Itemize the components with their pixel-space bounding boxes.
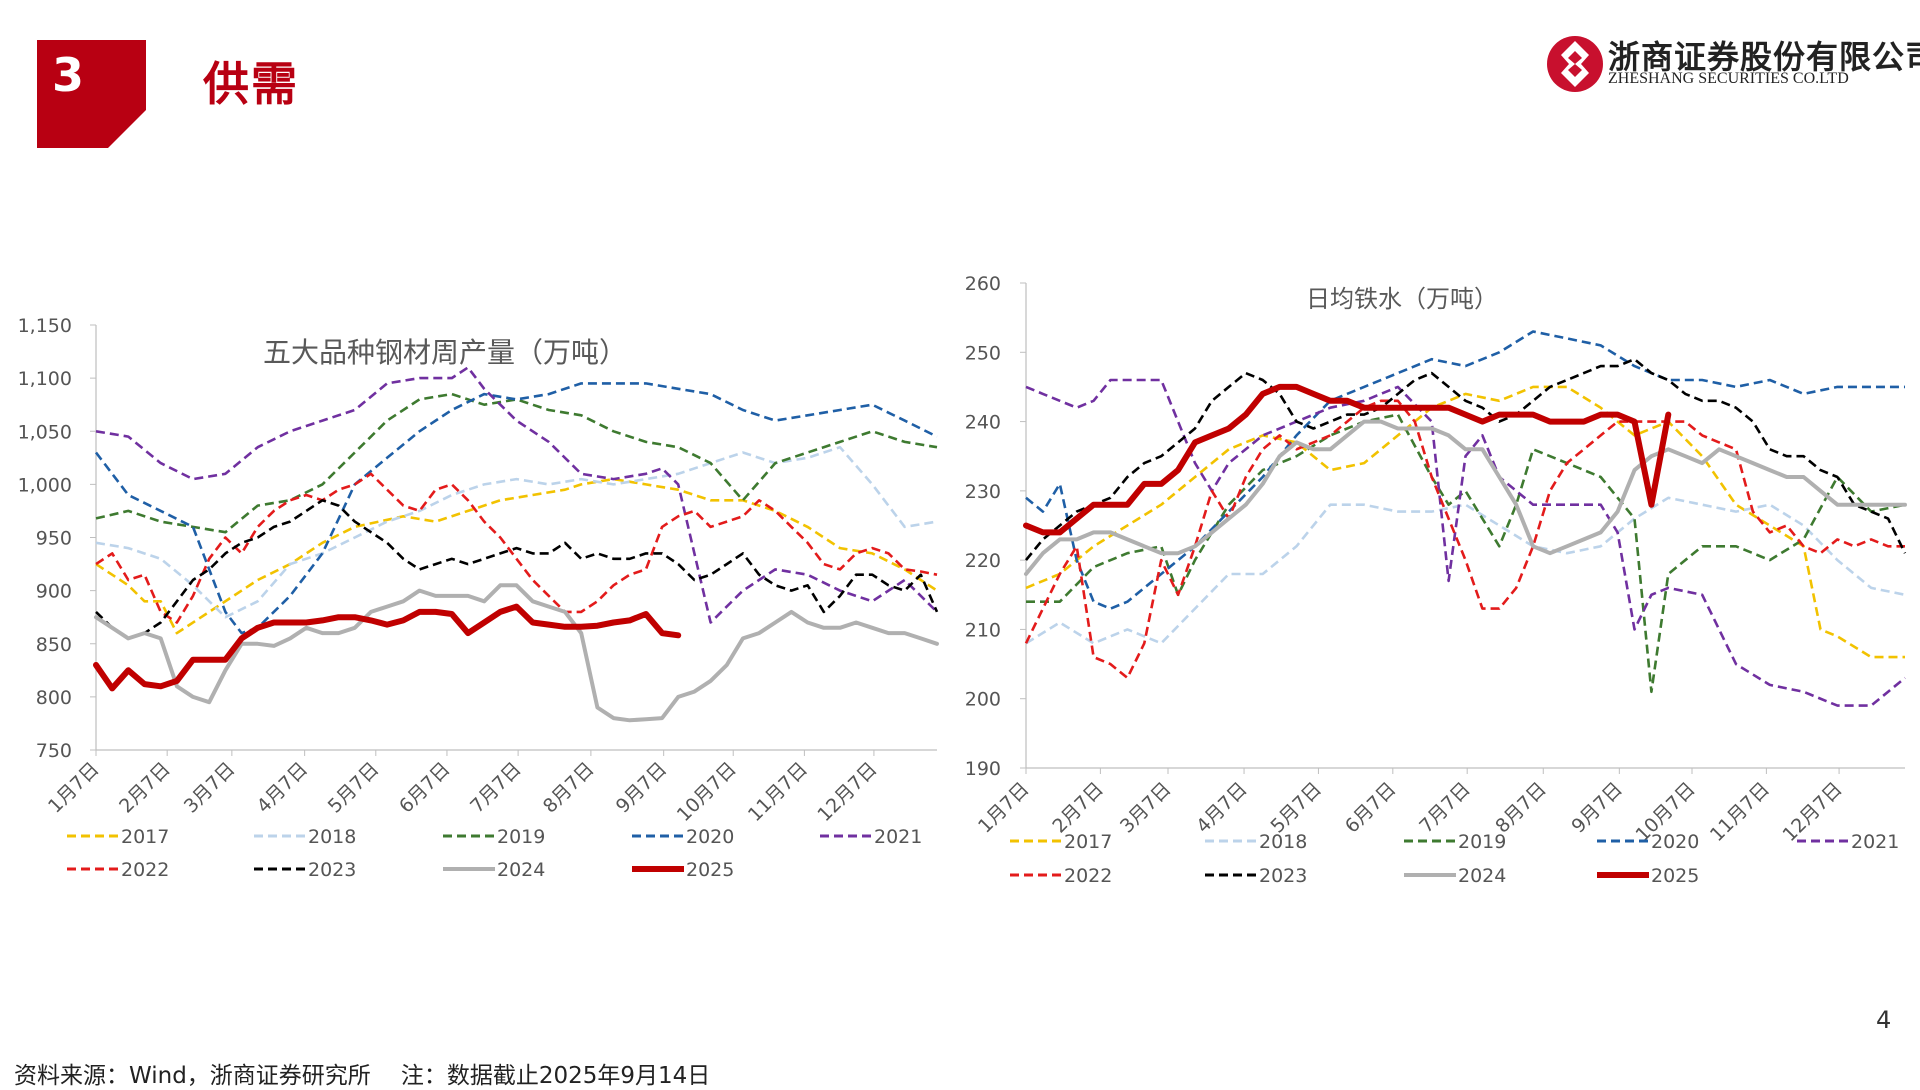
right-x-tick-label: 7月7日 bbox=[1415, 778, 1475, 838]
hot-metal-chart: 190 200 210 220 230 240 250 260 1月7日 2月7日 3月7日 4月7日… bbox=[0, 0, 1920, 900]
right-series-2017 bbox=[1026, 387, 1905, 657]
right-x-tick-label: 4月7日 bbox=[1192, 778, 1252, 838]
right-legend-label-2024: 2024 bbox=[1458, 865, 1506, 887]
right-x-tick-label: 9月7日 bbox=[1567, 778, 1627, 838]
right-legend-label-2022: 2022 bbox=[1064, 865, 1112, 887]
right-x-tick-label: 12月7日 bbox=[1779, 778, 1847, 846]
page-number: 4 bbox=[1876, 1006, 1891, 1034]
right-x-tick-label: 2月7日 bbox=[1048, 778, 1108, 838]
right-y-tick-label: 260 bbox=[965, 273, 1001, 295]
right-legend-label-2021: 2021 bbox=[1851, 831, 1899, 853]
right-series-2021 bbox=[1026, 380, 1905, 706]
right-y-tick-label: 230 bbox=[965, 481, 1001, 503]
right-x-tick-label: 1月7日 bbox=[974, 778, 1034, 838]
right-legend-label-2020: 2020 bbox=[1651, 831, 1699, 853]
right-legend-label-2019: 2019 bbox=[1458, 831, 1506, 853]
right-series-2024 bbox=[1026, 422, 1905, 574]
right-legend-label-2018: 2018 bbox=[1259, 831, 1307, 853]
right-y-tick-label: 220 bbox=[965, 550, 1001, 572]
right-y-tick-label: 240 bbox=[965, 412, 1001, 434]
source-text: 资料来源：Wind，浙商证券研究所 bbox=[14, 1063, 371, 1089]
right-x-tick-label: 11月7日 bbox=[1706, 778, 1774, 846]
right-legend-label-2023: 2023 bbox=[1259, 865, 1307, 887]
right-y-tick-label: 250 bbox=[965, 342, 1001, 364]
right-x-tick-label: 6月7日 bbox=[1341, 778, 1401, 838]
right-series-2022 bbox=[1026, 401, 1905, 678]
right-chart-title: 日均铁水（万吨） bbox=[1306, 285, 1498, 313]
right-x-tick-label: 5月7日 bbox=[1266, 778, 1326, 838]
right-x-tick-label: 8月7日 bbox=[1491, 778, 1551, 838]
right-y-tick-label: 210 bbox=[965, 619, 1001, 641]
right-series-2023 bbox=[1026, 359, 1905, 560]
note-text: 注：数据截止2025年9月14日 bbox=[401, 1063, 710, 1089]
right-series-2018 bbox=[1026, 498, 1905, 644]
right-y-tick-label: 200 bbox=[965, 689, 1001, 711]
right-legend-label-2025: 2025 bbox=[1651, 865, 1699, 887]
right-x-tick-label: 3月7日 bbox=[1116, 778, 1176, 838]
right-legend-label-2017: 2017 bbox=[1064, 831, 1112, 853]
right-y-tick-label: 190 bbox=[965, 758, 1001, 780]
footer-source: 资料来源：Wind，浙商证券研究所 注：数据截止2025年9月14日 bbox=[14, 1056, 710, 1090]
